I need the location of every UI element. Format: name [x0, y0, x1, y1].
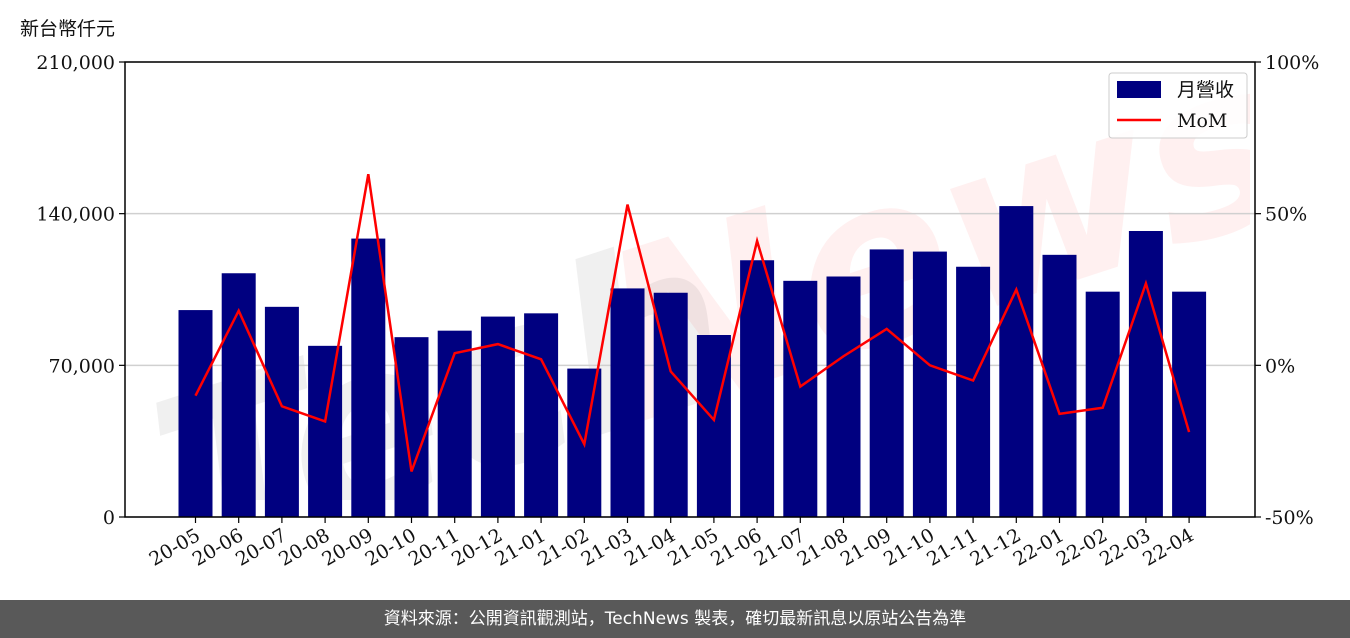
revenue-bars: [178, 206, 1207, 518]
revenue-bar: [610, 288, 645, 517]
revenue-bar: [264, 306, 299, 517]
revenue-bar: [740, 260, 775, 517]
y-left-tick-label: 210,000: [36, 52, 115, 74]
y-left-tick-label: 0: [103, 507, 115, 529]
y-right-tick-label: 50%: [1265, 204, 1307, 226]
revenue-bar: [1172, 291, 1207, 517]
revenue-chart: 070,000140,000210,000-50%0%50%100%20-052…: [36, 52, 1319, 571]
revenue-bar: [437, 330, 472, 517]
legend-swatch-revenue: [1117, 81, 1161, 98]
y-right-tick-label: 0%: [1265, 355, 1295, 377]
revenue-bar: [869, 249, 904, 517]
revenue-bar: [696, 335, 731, 517]
revenue-bar: [308, 345, 343, 517]
legend-label-revenue: 月營收: [1177, 79, 1234, 101]
legend: 月營收 MoM: [1108, 72, 1248, 139]
revenue-bar: [480, 316, 515, 517]
revenue-bar: [221, 273, 256, 517]
y-right-tick-label: -50%: [1265, 507, 1314, 529]
revenue-bar: [1128, 231, 1163, 517]
mom-line-layer: [194, 174, 1191, 472]
source-footer: 資料來源：公開資訊觀測站，TechNews 製表，確切最新訊息以原站公告為準: [0, 600, 1350, 638]
y-right-tick-label: 100%: [1265, 52, 1319, 74]
revenue-bar: [912, 251, 947, 518]
revenue-bar: [1042, 254, 1077, 518]
plot-frame: [124, 61, 1256, 518]
revenue-bar: [956, 266, 991, 517]
revenue-bar: [999, 206, 1034, 518]
revenue-bar: [351, 238, 386, 518]
revenue-bar: [783, 280, 818, 517]
x-tick-label: 22-04: [1139, 524, 1197, 570]
y-left-tick-label: 140,000: [36, 204, 115, 226]
revenue-bar: [394, 337, 429, 517]
y-axis-unit-label: 新台幣仟元: [20, 18, 116, 40]
y-left-tick-label: 70,000: [49, 355, 115, 377]
mom-line: [194, 174, 1191, 472]
revenue-bar: [826, 276, 861, 517]
revenue-bar: [178, 310, 213, 517]
revenue-bar: [524, 313, 559, 517]
legend-label-mom: MoM: [1177, 110, 1227, 132]
